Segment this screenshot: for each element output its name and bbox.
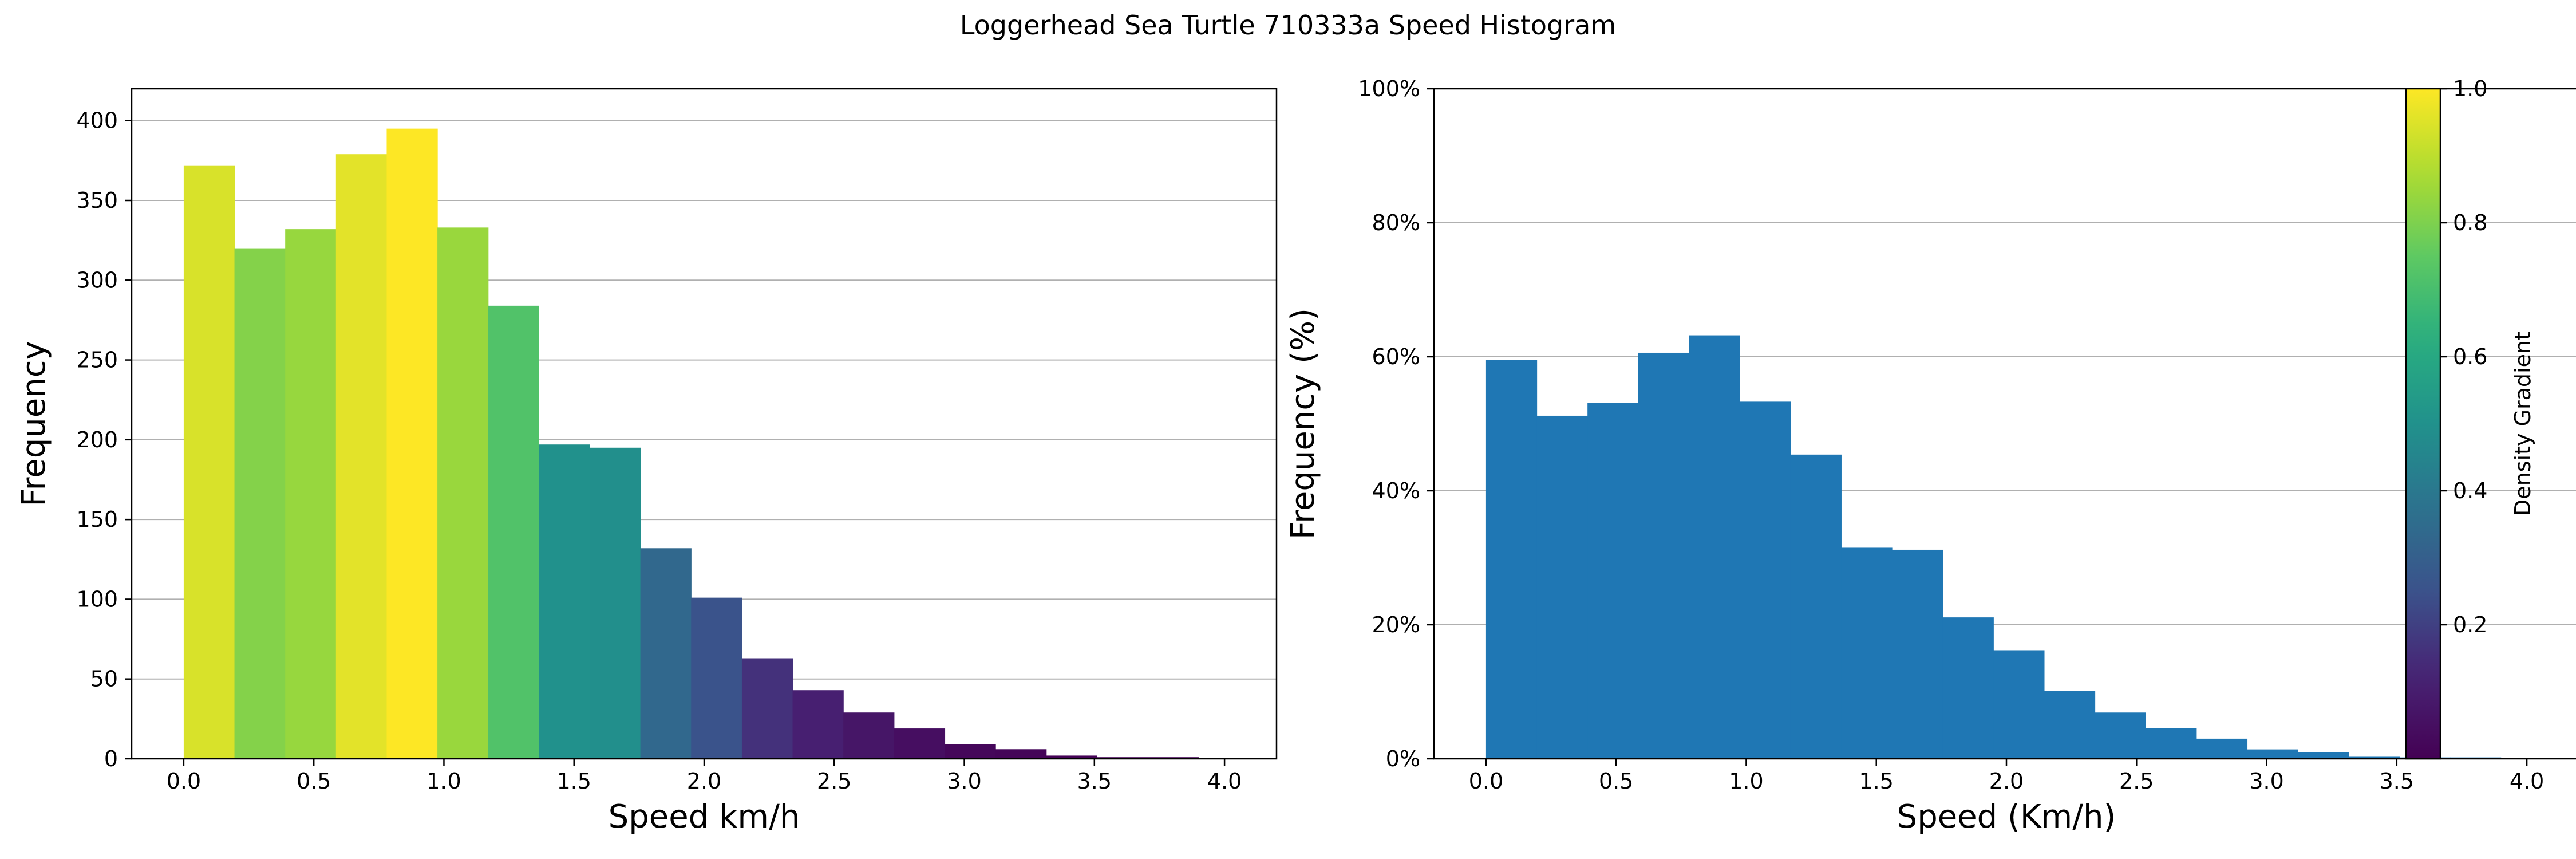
histogram-bar xyxy=(2146,728,2197,759)
colorbar-tick-label: 0.2 xyxy=(2453,612,2487,637)
x-tick-label: 0.0 xyxy=(167,769,201,794)
colorbar-label: Density Gradient xyxy=(2510,332,2535,516)
histogram-bar xyxy=(741,658,793,759)
x-tick-label: 4.0 xyxy=(2510,769,2544,794)
histogram-bar xyxy=(691,597,742,759)
colorbar: 0.2 0.4 0.6 0.8 1.0 Density Gradient xyxy=(2405,76,2535,760)
y-tick-label: 60% xyxy=(1372,344,1420,369)
figure-title: Loggerhead Sea Turtle 710333a Speed Hist… xyxy=(960,10,1616,41)
x-tick-label: 0.5 xyxy=(1599,769,1633,794)
x-tick-label: 0.5 xyxy=(297,769,331,794)
y-tick-label: 100 xyxy=(76,586,118,612)
y-tick-label: 80% xyxy=(1372,210,1420,235)
x-tick-label: 2.0 xyxy=(687,769,721,794)
y-tick-label: 250 xyxy=(76,348,118,373)
histogram-bar xyxy=(1638,352,1690,759)
histogram-bar xyxy=(1892,549,1943,759)
x-tick-label: 1.5 xyxy=(557,769,591,794)
left-histogram-panel: 0.0 0.5 1.0 1.5 2.0 2.5 3.0 3.5 4.0 0 50 100 150 200 2… xyxy=(15,88,1278,836)
histogram-bar xyxy=(2044,691,2096,759)
histogram-bar xyxy=(488,305,539,759)
histogram-bar xyxy=(183,165,235,759)
histogram-bar xyxy=(2196,738,2248,759)
x-tick-label: 4.0 xyxy=(1207,769,1242,794)
x-tick-label: 3.5 xyxy=(2380,769,2414,794)
x-tick-label: 1.5 xyxy=(1859,769,1894,794)
histogram-bar xyxy=(1689,335,1740,759)
histogram-bar xyxy=(1587,403,1639,759)
histogram-bar xyxy=(590,447,641,759)
y-tick-label: 20% xyxy=(1372,612,1420,637)
y-tick-label: 100% xyxy=(1358,76,1420,101)
x-tick-label: 0.0 xyxy=(1469,769,1503,794)
histogram-bar xyxy=(894,728,946,759)
histogram-bar xyxy=(1993,650,2045,759)
histogram-bar xyxy=(1148,757,1199,759)
y-tick-label: 0% xyxy=(1386,746,1420,771)
histogram-bar xyxy=(1841,547,1893,759)
x-tick-label: 2.5 xyxy=(817,769,851,794)
right-histogram-panel: 0.0 0.5 1.0 1.5 2.0 2.5 3.0 3.5 4.0 0% 20% 40% 60% 80… xyxy=(1285,76,2576,836)
histogram-bar xyxy=(2095,712,2146,759)
y-tick-label: 300 xyxy=(76,267,118,293)
colorbar-tick-label: 0.4 xyxy=(2453,478,2487,503)
histogram-bar xyxy=(2348,756,2400,759)
histogram-bar xyxy=(792,690,844,759)
y-tick-label: 200 xyxy=(76,427,118,452)
colorbar-tick-label: 0.6 xyxy=(2453,344,2487,369)
histogram-bar xyxy=(2298,752,2349,759)
histogram-bar xyxy=(1790,454,1842,759)
colorbar-tick-label: 1.0 xyxy=(2453,76,2487,101)
y-tick-label: 40% xyxy=(1372,478,1420,503)
x-tick-label: 1.0 xyxy=(1729,769,1763,794)
x-tick-label: 3.0 xyxy=(2249,769,2283,794)
histogram-bar xyxy=(1485,360,1538,759)
y-tick-label: 150 xyxy=(76,507,118,532)
x-axis-label: Speed (Km/h) xyxy=(1897,798,2116,836)
histogram-bar xyxy=(1536,415,1588,759)
y-tick-label: 50 xyxy=(90,667,118,692)
x-tick-label: 3.5 xyxy=(1077,769,1112,794)
histogram-bar xyxy=(640,548,692,759)
histogram-bar xyxy=(437,227,489,759)
y-axis-label: Frequency (%) xyxy=(1285,308,1322,539)
histogram-bar xyxy=(234,248,286,759)
histogram-bar xyxy=(2247,749,2298,759)
histogram-bar xyxy=(1046,755,1097,759)
histogram-bar xyxy=(843,712,895,759)
histogram-bar xyxy=(539,444,590,759)
histogram-bar xyxy=(945,744,996,759)
y-tick-label: 400 xyxy=(76,108,118,133)
x-tick-label: 1.0 xyxy=(426,769,461,794)
colorbar-tick-label: 0.8 xyxy=(2453,210,2487,235)
histogram-bar xyxy=(1740,401,1791,759)
colorbar-gradient xyxy=(2405,88,2441,760)
histogram-bar xyxy=(1942,617,1994,759)
histogram-bar xyxy=(386,128,438,759)
y-tick-label: 350 xyxy=(76,188,118,213)
histogram-bar xyxy=(1097,757,1148,759)
x-tick-label: 2.0 xyxy=(1989,769,2024,794)
histogram-bar xyxy=(995,749,1047,759)
y-axis-label: Frequency xyxy=(15,341,53,506)
histogram-bar xyxy=(335,154,388,759)
x-tick-label: 2.5 xyxy=(2119,769,2154,794)
histogram-bar xyxy=(285,229,337,759)
x-tick-label: 3.0 xyxy=(947,769,981,794)
x-axis-label: Speed km/h xyxy=(609,798,800,836)
y-tick-label: 0 xyxy=(104,746,118,771)
